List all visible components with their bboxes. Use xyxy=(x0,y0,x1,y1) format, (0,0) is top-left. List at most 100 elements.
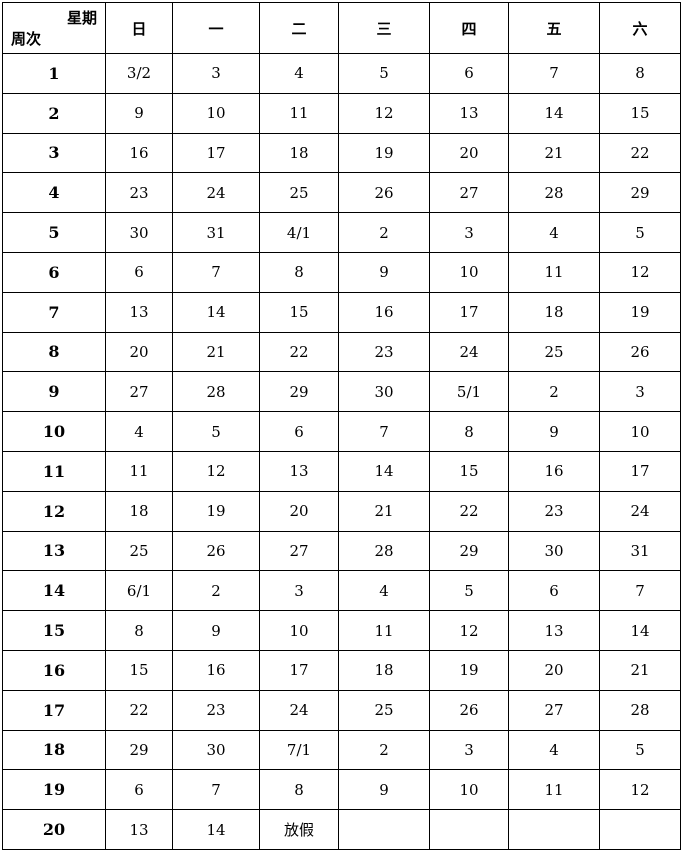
date-cell: 27 xyxy=(105,371,173,413)
date-cell: 24 xyxy=(172,172,260,214)
week-row: 3 16 17 18 19 20 21 22 xyxy=(2,132,681,174)
date-cell: 18 xyxy=(259,132,339,174)
date-cell: 17 xyxy=(429,291,509,333)
date-cell: 31 xyxy=(599,530,681,572)
week-row: 14 6/1 2 3 4 5 6 7 xyxy=(2,570,681,612)
date-cell: 25 xyxy=(508,331,600,373)
weekday-header-cell: 一 xyxy=(172,2,260,54)
date-cell: 14 xyxy=(172,291,260,333)
week-number-cell: 19 xyxy=(2,769,106,811)
date-cell: 20 xyxy=(429,132,509,174)
date-cell: 11 xyxy=(338,610,430,651)
week-row: 19 6 7 8 9 10 11 12 xyxy=(2,769,681,811)
date-cell: 13 xyxy=(429,92,509,134)
date-cell: 16 xyxy=(105,132,173,174)
date-cell: 8 xyxy=(259,769,339,811)
date-cell: 7/1 xyxy=(259,729,339,771)
date-cell: 28 xyxy=(599,689,681,731)
date-cell: 25 xyxy=(338,689,430,731)
date-cell: 29 xyxy=(429,530,509,572)
week-number-cell: 4 xyxy=(2,172,106,214)
date-cell: 26 xyxy=(338,172,430,214)
week-number-cell: 14 xyxy=(2,570,106,612)
week-number-cell: 3 xyxy=(2,132,106,174)
week-number-cell: 16 xyxy=(2,649,106,691)
date-cell: 7 xyxy=(172,769,260,811)
date-cell: 13 xyxy=(259,450,339,492)
date-cell: 15 xyxy=(259,291,339,333)
date-cell: 6/1 xyxy=(105,570,173,612)
date-cell: 20 xyxy=(508,649,600,691)
date-cell: 26 xyxy=(599,331,681,373)
date-cell: 12 xyxy=(338,92,430,134)
weekday-header-cell: 五 xyxy=(508,2,600,54)
date-cell: 11 xyxy=(259,92,339,134)
date-cell: 8 xyxy=(105,610,173,651)
date-cell xyxy=(429,809,509,850)
date-cell: 5 xyxy=(599,212,681,253)
date-cell: 12 xyxy=(172,450,260,492)
date-cell: 11 xyxy=(508,769,600,811)
week-number-cell: 2 xyxy=(2,92,106,134)
date-cell: 3 xyxy=(429,212,509,253)
date-cell: 16 xyxy=(508,450,600,492)
date-cell: 16 xyxy=(338,291,430,333)
date-cell: 5 xyxy=(599,729,681,771)
date-cell: 26 xyxy=(429,689,509,731)
date-cell: 4 xyxy=(105,411,173,452)
date-cell: 9 xyxy=(338,251,430,293)
week-number-cell: 10 xyxy=(2,411,106,452)
date-cell: 3 xyxy=(259,570,339,612)
date-cell: 21 xyxy=(508,132,600,174)
date-cell: 30 xyxy=(508,530,600,572)
date-cell: 7 xyxy=(172,251,260,293)
date-cell: 27 xyxy=(508,689,600,731)
week-number-cell: 18 xyxy=(2,729,106,771)
date-cell: 15 xyxy=(105,649,173,691)
week-row: 13 25 26 27 28 29 30 31 xyxy=(2,530,681,572)
week-row: 7 13 14 15 16 17 18 19 xyxy=(2,291,681,333)
week-row: 9 27 28 29 30 5/1 2 3 xyxy=(2,371,681,413)
date-cell: 9 xyxy=(172,610,260,651)
week-row: 5 30 31 4/1 2 3 4 5 xyxy=(2,212,681,253)
date-cell: 6 xyxy=(429,53,509,94)
date-cell: 30 xyxy=(105,212,173,253)
week-number-cell: 6 xyxy=(2,251,106,293)
date-cell: 27 xyxy=(259,530,339,572)
date-cell: 29 xyxy=(599,172,681,214)
date-cell: 21 xyxy=(172,331,260,373)
date-cell xyxy=(599,809,681,850)
week-row: 1 3/2 3 4 5 6 7 8 xyxy=(2,53,681,94)
date-cell: 3 xyxy=(172,53,260,94)
date-cell: 14 xyxy=(599,610,681,651)
date-cell: 4 xyxy=(508,212,600,253)
date-cell: 11 xyxy=(508,251,600,293)
date-cell: 20 xyxy=(259,490,339,532)
date-cell: 28 xyxy=(338,530,430,572)
date-cell: 23 xyxy=(508,490,600,532)
date-cell: 13 xyxy=(508,610,600,651)
date-cell: 19 xyxy=(172,490,260,532)
date-cell: 3 xyxy=(599,371,681,413)
date-cell: 2 xyxy=(338,212,430,253)
date-cell xyxy=(338,809,430,850)
date-cell: 22 xyxy=(429,490,509,532)
date-cell: 5 xyxy=(338,53,430,94)
date-cell: 31 xyxy=(172,212,260,253)
date-cell: 9 xyxy=(338,769,430,811)
date-cell: 2 xyxy=(338,729,430,771)
date-cell: 18 xyxy=(338,649,430,691)
date-cell: 10 xyxy=(259,610,339,651)
date-cell: 23 xyxy=(172,689,260,731)
week-number-cell: 9 xyxy=(2,371,106,413)
weekday-header-cell: 四 xyxy=(429,2,509,54)
weekday-header-cell: 六 xyxy=(599,2,681,54)
header-row: 星期 周次 日一二三四五六 xyxy=(2,2,681,54)
date-cell: 2 xyxy=(508,371,600,413)
date-cell: 放假 xyxy=(259,809,339,850)
date-cell: 10 xyxy=(172,92,260,134)
date-cell: 4/1 xyxy=(259,212,339,253)
date-cell: 19 xyxy=(599,291,681,333)
date-cell: 25 xyxy=(259,172,339,214)
